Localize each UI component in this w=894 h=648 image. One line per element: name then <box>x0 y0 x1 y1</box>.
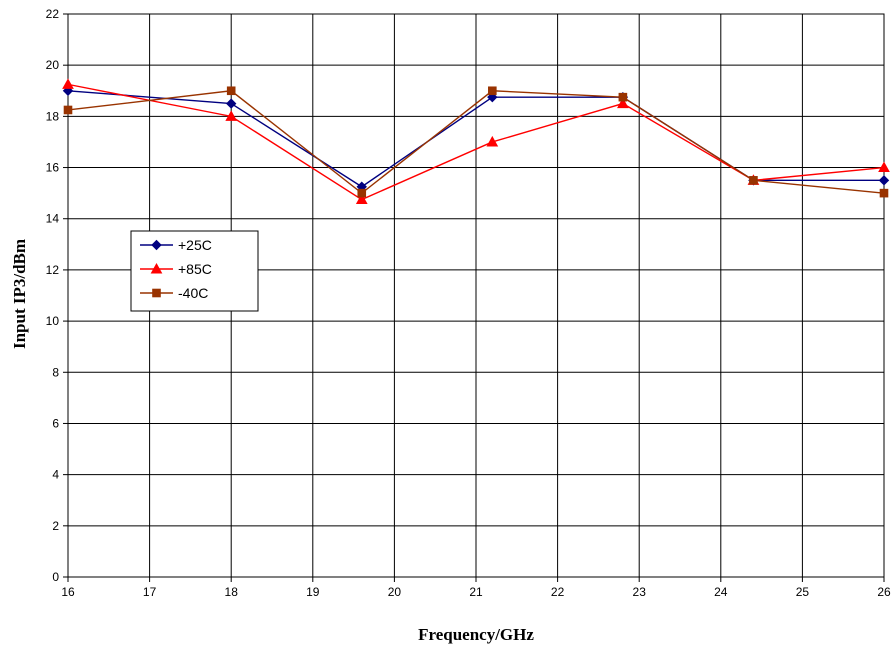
x-tick-label: 18 <box>225 585 239 599</box>
data-point <box>486 135 499 147</box>
y-tick-label: 22 <box>46 7 60 21</box>
legend-marker <box>151 239 162 251</box>
x-tick-label: 22 <box>551 585 565 599</box>
legend-label: -40C <box>178 285 208 301</box>
data-point <box>357 188 367 198</box>
y-tick-label: 8 <box>52 365 59 379</box>
y-tick-label: 2 <box>52 519 59 533</box>
series-3 <box>63 86 889 198</box>
y-tick-label: 12 <box>46 263 60 277</box>
data-point <box>226 86 236 96</box>
legend-label: +25C <box>178 237 212 253</box>
data-point <box>488 86 497 96</box>
y-tick-label: 14 <box>46 212 60 226</box>
data-point <box>617 97 629 109</box>
y-tick-label: 4 <box>52 468 59 482</box>
x-tick-label: 20 <box>388 585 402 599</box>
x-tick-label: 19 <box>306 585 320 599</box>
x-tick-label: 24 <box>714 585 728 599</box>
x-axis-title: Frequency/GHz <box>418 625 534 644</box>
x-tick-label: 26 <box>877 585 891 599</box>
legend-item: -40C <box>140 285 208 301</box>
legend-item: +85C <box>140 261 212 277</box>
y-tick-label: 6 <box>52 416 59 430</box>
x-tick-label: 21 <box>469 585 483 599</box>
legend-label: +85C <box>178 261 212 277</box>
data-point <box>879 188 889 198</box>
data-point <box>62 78 74 89</box>
y-tick-label: 0 <box>52 570 59 584</box>
y-axis-title: Input IP3/dBm <box>10 239 29 349</box>
data-point <box>749 176 758 185</box>
data-point <box>618 92 628 102</box>
legend-item: +25C <box>140 237 212 253</box>
y-tick-label: 16 <box>46 161 60 175</box>
y-tick-label: 10 <box>46 314 60 328</box>
legend-marker <box>152 288 161 298</box>
data-point <box>225 110 238 121</box>
data-point <box>225 98 237 109</box>
data-point <box>878 161 890 173</box>
x-axis-ticks: 16 17 18 19 20 21 22 23 24 25 26 <box>61 577 891 599</box>
data-point <box>355 193 368 205</box>
series-layer <box>62 78 890 205</box>
legend: +25C +85C -40C <box>130 230 259 312</box>
x-tick-label: 25 <box>796 585 810 599</box>
y-tick-label: 20 <box>46 58 60 72</box>
data-point <box>63 105 73 115</box>
y-axis-ticks: 0 2 4 6 8 10 12 14 16 18 20 22 <box>46 7 68 584</box>
legend-marker <box>150 262 163 274</box>
x-tick-label: 16 <box>61 585 75 599</box>
x-tick-label: 23 <box>633 585 647 599</box>
data-point <box>878 175 890 186</box>
y-tick-label: 18 <box>46 109 60 123</box>
x-tick-label: 17 <box>143 585 157 599</box>
